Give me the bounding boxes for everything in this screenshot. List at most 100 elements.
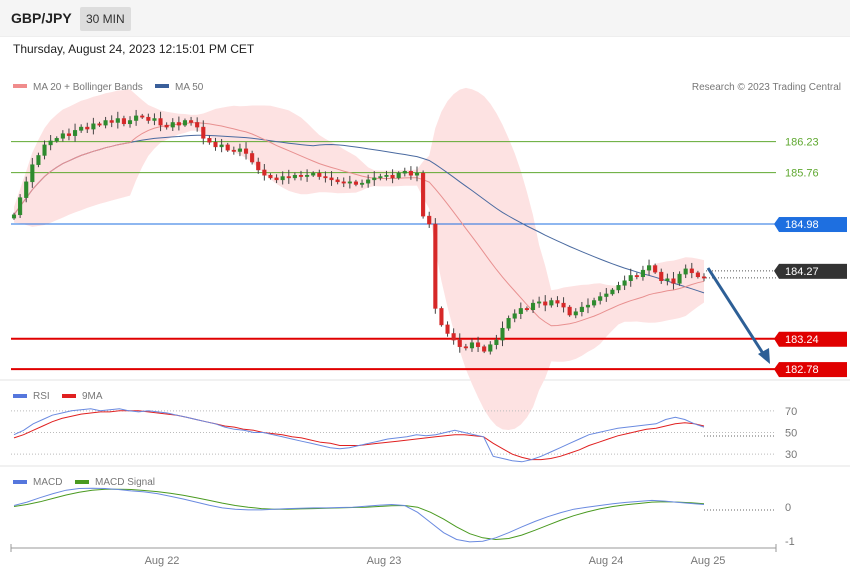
down-candle xyxy=(250,153,255,163)
up-candle xyxy=(103,120,108,126)
up-candle xyxy=(677,273,682,284)
y-tick-label: 0 xyxy=(785,502,791,514)
up-candle xyxy=(500,327,505,341)
down-candle xyxy=(463,346,468,349)
down-candle xyxy=(286,176,291,179)
support-level-label: 183.24 xyxy=(785,334,819,346)
macd-line xyxy=(13,487,705,543)
down-candle xyxy=(671,278,676,284)
y-tick-label: 50 xyxy=(785,428,797,440)
macd-legend-swatch xyxy=(13,480,27,484)
up-candle xyxy=(665,278,670,281)
up-candle xyxy=(396,172,401,179)
last-level-label: 184.27 xyxy=(785,266,819,278)
up-candle xyxy=(573,311,578,316)
up-candle xyxy=(134,115,139,121)
down-candle xyxy=(689,268,694,274)
down-candle xyxy=(408,171,413,176)
ma20-legend-label: MA 20 + Bollinger Bands xyxy=(33,82,143,93)
up-candle xyxy=(622,280,627,286)
up-candle xyxy=(219,144,224,148)
up-candle xyxy=(628,275,633,281)
up-candle xyxy=(60,133,65,139)
down-candle xyxy=(445,324,450,334)
down-candle xyxy=(121,118,126,125)
up-candle xyxy=(347,181,352,184)
down-candle xyxy=(189,120,194,123)
up-candle xyxy=(54,138,59,142)
down-candle xyxy=(85,126,90,130)
up-candle xyxy=(537,301,542,304)
up-candle xyxy=(610,289,615,295)
down-candle xyxy=(634,275,639,278)
up-candle xyxy=(372,177,377,181)
up-candle xyxy=(384,174,389,177)
rsi-ma-line xyxy=(13,410,705,461)
up-candle xyxy=(414,172,420,176)
down-candle xyxy=(109,120,114,123)
down-candle xyxy=(567,306,572,316)
ma20-legend-swatch xyxy=(13,84,27,88)
up-candle xyxy=(24,181,29,198)
timeframe-button[interactable]: 30 MIN xyxy=(80,7,131,31)
down-candle xyxy=(476,342,481,347)
down-candle xyxy=(225,144,230,151)
macd-signal-line xyxy=(13,488,705,541)
up-candle xyxy=(683,268,688,275)
up-candle xyxy=(402,171,407,174)
copyright-text: Research © 2023 Trading Central xyxy=(692,82,841,93)
macd-signal-legend-label: MACD Signal xyxy=(95,477,155,488)
down-candle xyxy=(195,122,200,128)
x-tick-label: Aug 23 xyxy=(367,555,402,567)
resistance-level-label: 186.23 xyxy=(785,137,819,149)
macd-legend-label: MACD xyxy=(33,477,62,488)
up-candle xyxy=(305,174,310,177)
rsi-ma-legend-swatch xyxy=(62,394,76,398)
up-candle xyxy=(237,148,242,152)
down-candle xyxy=(390,174,395,179)
rsi-ma-legend-label: 9MA xyxy=(82,391,103,402)
up-candle xyxy=(512,313,517,319)
down-candle xyxy=(176,122,181,126)
down-candle xyxy=(66,133,72,136)
up-candle xyxy=(598,296,603,301)
price-levels xyxy=(11,141,776,371)
up-candle xyxy=(18,197,23,216)
down-candle xyxy=(268,174,273,179)
down-candle xyxy=(695,272,700,278)
down-candle xyxy=(561,302,566,308)
up-candle xyxy=(616,285,621,291)
down-candle xyxy=(323,176,328,179)
up-candle xyxy=(530,302,536,310)
down-candle xyxy=(353,181,358,185)
up-candle xyxy=(579,306,584,312)
up-candle xyxy=(604,293,609,297)
down-candle xyxy=(317,172,322,177)
down-candle xyxy=(427,215,432,225)
down-candle xyxy=(555,300,560,304)
up-candle xyxy=(182,120,188,126)
timestamp: Thursday, August 24, 2023 12:15:01 PM CE… xyxy=(13,42,255,56)
down-candle xyxy=(439,308,444,326)
forecast-arrow xyxy=(706,267,770,364)
down-candle xyxy=(524,308,529,310)
up-candle xyxy=(360,182,365,185)
rsi-legend-label: RSI xyxy=(33,391,50,402)
down-candle xyxy=(701,276,707,279)
y-tick-label: 70 xyxy=(785,406,797,418)
up-candle xyxy=(378,176,383,179)
ma50-legend-swatch xyxy=(155,84,169,88)
up-candle xyxy=(280,176,285,181)
down-candle xyxy=(256,161,261,171)
level-labels: 186.23 185.76 184.98 184.27 183.24 182.78 xyxy=(774,137,847,378)
up-candle xyxy=(42,144,47,156)
up-candle xyxy=(73,130,78,136)
down-candle xyxy=(457,339,462,347)
up-candle xyxy=(494,339,499,345)
resistance-level-label: 185.76 xyxy=(785,168,819,180)
support-level-tag xyxy=(779,362,847,378)
down-candle xyxy=(243,148,249,154)
up-candle xyxy=(91,123,96,130)
last-level-tag xyxy=(779,263,847,279)
